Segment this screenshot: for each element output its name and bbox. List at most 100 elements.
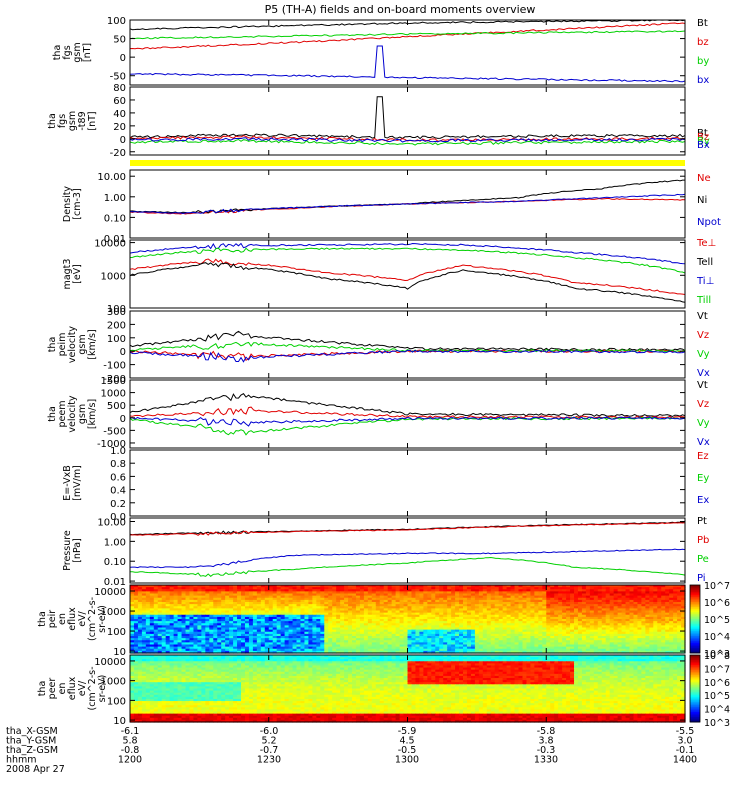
- heatmap-cell: [605, 640, 611, 643]
- heatmap-cell: [308, 655, 313, 658]
- ytick-label: 0: [120, 135, 126, 146]
- heatmap-cell: [490, 629, 496, 633]
- heatmap-cell: [566, 604, 571, 607]
- heatmap-cell: [447, 593, 452, 597]
- heatmap-cell: [637, 644, 642, 648]
- heatmap-cell: [248, 621, 254, 624]
- heatmap-cell: [550, 597, 555, 601]
- heatmap-cell: [522, 589, 528, 592]
- heatmap-cell: [213, 604, 218, 607]
- heatmap-cell: [502, 587, 508, 590]
- heatmap-cell: [387, 638, 393, 641]
- heatmap-cell: [181, 614, 187, 618]
- heatmap-cell: [355, 627, 361, 631]
- colorbar-cell: [690, 642, 700, 645]
- heatmap-cell: [244, 623, 250, 626]
- heatmap-cell: [530, 595, 535, 599]
- heatmap-cell: [574, 642, 579, 646]
- heatmap-cell: [352, 625, 357, 629]
- heatmap-cell: [669, 587, 674, 590]
- heatmap-cell: [292, 650, 298, 654]
- ytick-label: 40: [113, 109, 126, 120]
- heatmap-cell: [570, 623, 575, 626]
- heatmap-cell: [288, 636, 294, 639]
- heatmap-cell: [403, 585, 409, 588]
- ytick-label: 200: [107, 320, 126, 331]
- heatmap-cell: [355, 612, 361, 616]
- heatmap-cell: [395, 595, 401, 599]
- heatmap-cell: [625, 595, 631, 599]
- heatmap-cell: [554, 627, 559, 631]
- heatmap-cell: [669, 619, 674, 622]
- heatmap-cell: [308, 610, 313, 614]
- heatmap-cell: [241, 612, 246, 616]
- heatmap-cell: [609, 614, 615, 618]
- heatmap-cell: [304, 614, 309, 618]
- colorbar-label: 10^5: [704, 615, 730, 626]
- heatmap-cell: [296, 591, 302, 595]
- heatmap-cell: [423, 638, 428, 641]
- heatmap-cell: [363, 589, 369, 592]
- heatmap-cell: [661, 619, 666, 622]
- heatmap-cell: [371, 646, 377, 650]
- heatmap-cell: [629, 655, 635, 658]
- heatmap-cell: [443, 644, 448, 648]
- heatmap-cell: [336, 585, 341, 588]
- heatmap-cell: [534, 636, 539, 639]
- heatmap-cell: [486, 610, 492, 614]
- heatmap-cell: [562, 606, 567, 609]
- heatmap-cell: [633, 589, 639, 592]
- heatmap-cell: [451, 585, 456, 588]
- heatmap-cell: [328, 644, 333, 648]
- heatmap-cell: [581, 599, 587, 603]
- heatmap-cell: [328, 646, 333, 650]
- heatmap-cell: [145, 644, 151, 648]
- heatmap-cell: [542, 650, 547, 654]
- heatmap-cell: [205, 608, 210, 612]
- heatmap-cell: [673, 633, 678, 637]
- heatmap-cell: [296, 587, 302, 590]
- heatmap-cell: [403, 621, 409, 624]
- heatmap-cell: [633, 604, 639, 607]
- heatmap-cell: [657, 629, 662, 633]
- heatmap-cell: [443, 636, 448, 639]
- heatmap-cell: [379, 650, 385, 654]
- heatmap-cell: [629, 616, 635, 620]
- heatmap-cell: [161, 610, 167, 614]
- heatmap-cell: [292, 616, 298, 620]
- heatmap-cell: [276, 606, 282, 609]
- heatmap-cell: [601, 595, 607, 599]
- heatmap-cell: [431, 599, 436, 603]
- heatmap-cell: [145, 655, 151, 658]
- heatmap-cell: [300, 612, 306, 616]
- heatmap-cell: [546, 591, 551, 595]
- heatmap-cell: [133, 591, 139, 595]
- heatmap-cell: [355, 633, 361, 637]
- heatmap-cell: [153, 655, 159, 658]
- heatmap-cell: [657, 623, 662, 626]
- heatmap-cell: [562, 636, 567, 639]
- heatmap-cell: [288, 595, 294, 599]
- heatmap-cell: [558, 599, 563, 603]
- heatmap-cell: [637, 631, 642, 635]
- heatmap-cell: [625, 597, 631, 601]
- heatmap-cell: [367, 644, 373, 648]
- heatmap-cell: [213, 593, 218, 597]
- heatmap-cell: [451, 593, 456, 597]
- heatmap-cell: [490, 625, 496, 629]
- heatmap-cell: [463, 604, 468, 607]
- heatmap-cell: [538, 602, 543, 605]
- heatmap-cell: [530, 623, 535, 626]
- heatmap-cell: [177, 642, 183, 646]
- heatmap-cell: [181, 608, 187, 612]
- heatmap-cell: [304, 621, 309, 624]
- heatmap-cell: [466, 640, 472, 643]
- heatmap-cell: [213, 599, 218, 603]
- heatmap-cell: [292, 631, 298, 635]
- heatmap-cell: [577, 593, 583, 597]
- heatmap-cell: [637, 599, 642, 603]
- heatmap-cell: [661, 608, 666, 612]
- heatmap-cell: [233, 646, 238, 650]
- heatmap-cell: [661, 623, 666, 626]
- heatmap-cell: [550, 638, 555, 641]
